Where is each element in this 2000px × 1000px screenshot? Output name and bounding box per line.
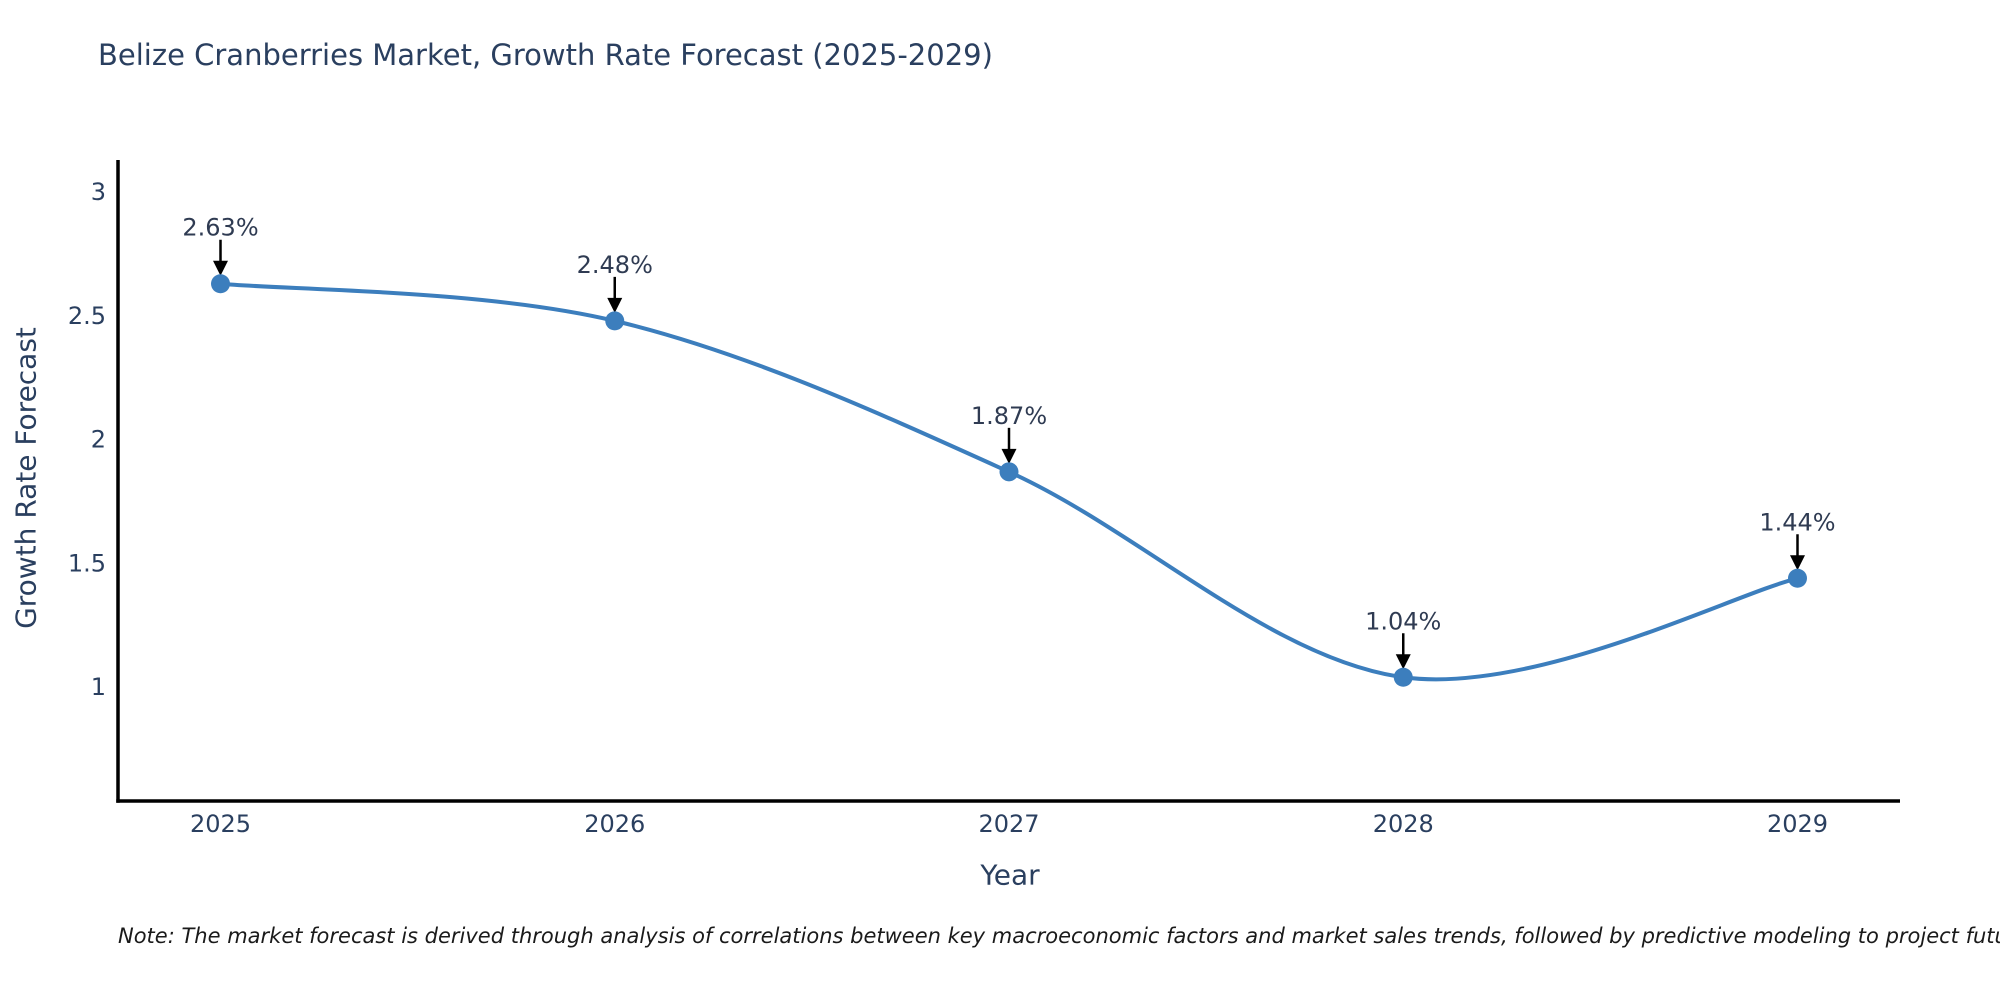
data-point-marker[interactable]: [1393, 667, 1413, 687]
x-tick-label: 2026: [584, 810, 645, 838]
annotation-arrowhead-icon: [213, 260, 229, 276]
point-annotation-label: 1.87%: [971, 402, 1047, 430]
point-annotation-label: 2.63%: [182, 214, 258, 242]
x-tick-label: 2029: [1767, 810, 1828, 838]
point-annotation-label: 1.44%: [1759, 508, 1835, 536]
y-tick-label: 1.5: [68, 549, 106, 577]
y-tick-label: 3: [91, 178, 106, 206]
x-axis-title: Year: [980, 858, 1040, 892]
chart-title: Belize Cranberries Market, Growth Rate F…: [98, 38, 993, 72]
x-tick-label: 2025: [190, 810, 251, 838]
x-tick-label: 2027: [978, 810, 1039, 838]
y-tick-label: 1: [91, 673, 106, 701]
annotation-arrowhead-icon: [1789, 555, 1805, 571]
annotation-arrowhead-icon: [1395, 654, 1411, 670]
annotation-arrowhead-icon: [1001, 448, 1017, 464]
data-point-marker[interactable]: [1787, 568, 1807, 588]
series-line: [218, 281, 1800, 682]
x-tick-label: 2028: [1373, 810, 1434, 838]
y-tick-label: 2: [91, 426, 106, 454]
data-point-marker[interactable]: [999, 462, 1019, 482]
data-point-marker[interactable]: [605, 311, 625, 331]
annotation-arrowhead-icon: [607, 297, 623, 313]
footnote: Note: The market forecast is derived thr…: [118, 924, 2000, 948]
y-tick-label: 2.5: [68, 302, 106, 330]
point-annotation-label: 1.04%: [1365, 607, 1441, 635]
data-point-marker[interactable]: [211, 274, 231, 294]
point-annotation-label: 2.48%: [577, 251, 653, 279]
